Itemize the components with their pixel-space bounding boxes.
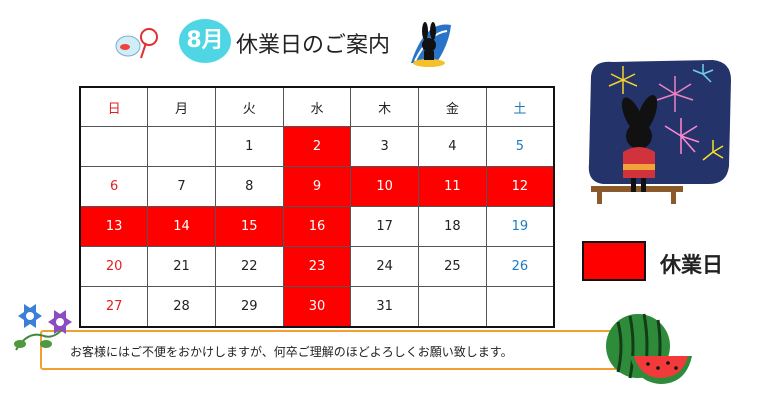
weekday-mon: 月 <box>147 86 216 127</box>
calendar-empty-cell <box>418 286 487 328</box>
calendar-empty-cell <box>147 126 216 167</box>
notice-banner <box>40 330 618 370</box>
calendar-day-cell: 26 <box>485 246 555 287</box>
calendar-day-cell: 24 <box>350 246 420 287</box>
calendar-week-row: 20 21 22 23 24 25 26 <box>79 246 555 287</box>
weekday-wed: 水 <box>282 86 352 127</box>
calendar-day-cell: 5 <box>485 126 555 167</box>
calendar-day-cell: 15 <box>214 206 284 247</box>
calendar-day-cell: 3 <box>350 126 420 167</box>
calendar-day-cell: 10 <box>350 166 420 207</box>
calendar-day-cell: 18 <box>418 206 487 247</box>
calendar-day-cell: 31 <box>350 286 420 328</box>
calendar-day-cell: 13 <box>79 206 149 247</box>
calendar-day-cell: 20 <box>79 246 149 287</box>
calendar-day-cell: 30 <box>282 286 352 328</box>
calendar-day-cell: 29 <box>214 286 284 328</box>
surfing-rabbit-icon <box>411 22 451 67</box>
calendar-day-cell: 7 <box>147 166 216 207</box>
calendar-day-cell: 19 <box>485 206 555 247</box>
morning-glory-icon <box>14 304 72 351</box>
calendar-day-cell: 9 <box>282 166 352 207</box>
weekday-sun: 日 <box>79 86 149 127</box>
weekday-header-row: 日 月 火 水 木 金 土 <box>79 86 555 127</box>
calendar-day-cell: 12 <box>485 166 555 207</box>
goldfish-bowl-icon <box>115 28 158 59</box>
weekday-thu: 木 <box>350 86 420 127</box>
calendar-day-cell: 11 <box>418 166 487 207</box>
calendar-day-cell: 27 <box>79 286 149 328</box>
fireworks-rabbit-illustration <box>588 60 731 204</box>
weekday-fri: 金 <box>418 86 487 127</box>
calendar-empty-cell <box>79 126 149 167</box>
month-badge: 8月 <box>179 19 231 63</box>
calendar-day-cell: 8 <box>214 166 284 207</box>
calendar-week-row: 27 28 29 30 31 <box>79 286 555 328</box>
page-title: 休業日のご案内 <box>236 33 391 58</box>
weekday-sat: 土 <box>485 86 555 127</box>
legend-closed-label: 休業日 <box>660 253 723 277</box>
calendar-day-cell: 14 <box>147 206 216 247</box>
notice-text: お客様にはご不便をおかけしますが、何卒ご理解のほどよろしくお願い致します。 <box>70 345 513 359</box>
calendar-day-cell: 25 <box>418 246 487 287</box>
calendar-day-cell: 4 <box>418 126 487 167</box>
closing-calendar: 日 月 火 水 木 金 土 1 2 3 4 5 6 7 8 9 10 11 12 13 14 15 16 17 1… <box>79 86 555 328</box>
calendar-day-cell: 1 <box>214 126 284 167</box>
calendar-day-cell: 23 <box>282 246 352 287</box>
calendar-day-cell: 16 <box>282 206 352 247</box>
calendar-week-row: 6 7 8 9 10 11 12 <box>79 166 555 207</box>
calendar-day-cell: 22 <box>214 246 284 287</box>
weekday-tue: 火 <box>214 86 284 127</box>
calendar-empty-cell <box>485 286 555 328</box>
calendar-day-cell: 28 <box>147 286 216 328</box>
calendar-week-row: 13 14 15 16 17 18 19 <box>79 206 555 247</box>
watermelon-icon <box>606 313 692 384</box>
calendar-day-cell: 2 <box>282 126 352 167</box>
calendar-day-cell: 6 <box>79 166 149 207</box>
calendar-day-cell: 17 <box>350 206 420 247</box>
calendar-day-cell: 21 <box>147 246 216 287</box>
legend-closed-swatch <box>582 241 646 281</box>
